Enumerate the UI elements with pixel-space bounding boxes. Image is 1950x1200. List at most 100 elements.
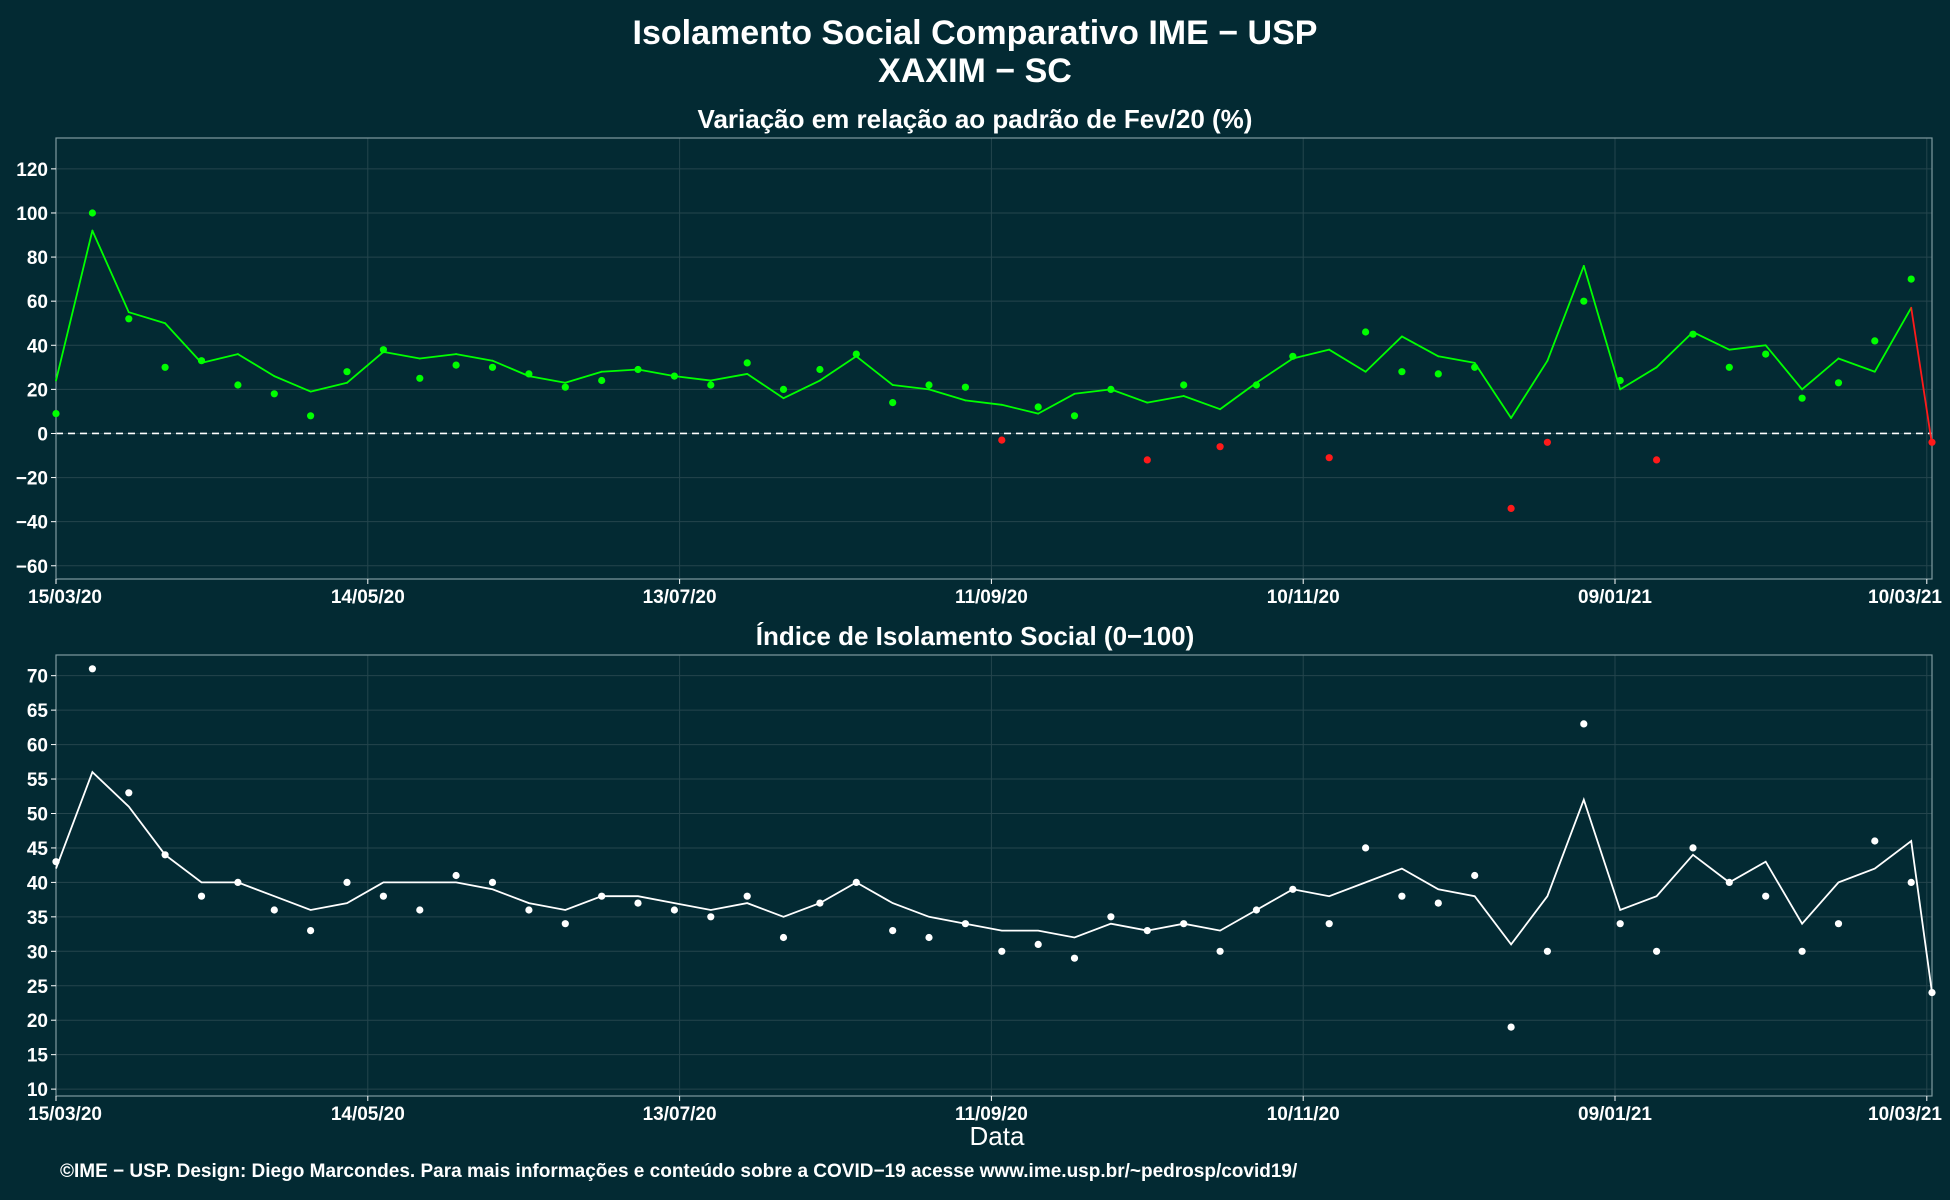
data-point xyxy=(598,892,606,900)
y-tick-label: −40 xyxy=(16,513,48,534)
trend-line-segment xyxy=(1764,344,1803,391)
trend-line-segment xyxy=(455,353,494,362)
trend-line-segment xyxy=(1801,357,1840,391)
data-point xyxy=(52,858,60,866)
data-point xyxy=(779,385,788,393)
y-tick-label: 25 xyxy=(27,977,49,998)
x-tick-label: 13/07/20 xyxy=(643,587,717,608)
data-point xyxy=(1653,456,1661,464)
data-point xyxy=(707,913,715,921)
trend-line-segment xyxy=(418,353,458,360)
data-point xyxy=(525,370,533,378)
y-tick-label: −20 xyxy=(16,469,48,490)
y-tick-label: 30 xyxy=(27,942,48,963)
data-point xyxy=(270,906,278,914)
trend-line-segment xyxy=(236,353,276,378)
trend-line-segment xyxy=(1110,388,1149,404)
data-point xyxy=(1107,913,1115,921)
trend-line-segment xyxy=(600,368,639,373)
y-tick-label: 20 xyxy=(27,380,48,401)
trend-line-segment xyxy=(527,375,567,384)
trend-line-segment xyxy=(709,373,749,382)
data-point xyxy=(1070,954,1079,962)
trend-line-segment xyxy=(564,370,603,384)
data-point xyxy=(379,346,387,354)
data-point xyxy=(1471,363,1479,371)
data-point xyxy=(343,878,351,887)
x-tick-label: 09/01/21 xyxy=(1578,1104,1652,1125)
data-point xyxy=(1471,871,1479,880)
y-tick-label: 40 xyxy=(27,336,48,357)
x-tick-label: 14/05/20 xyxy=(331,587,405,608)
trend-line-segment xyxy=(1364,335,1403,373)
data-point xyxy=(1325,454,1333,462)
trend-line-segment xyxy=(1073,388,1112,395)
data-point xyxy=(1928,989,1936,997)
data-point xyxy=(1398,892,1406,900)
data-point xyxy=(1034,940,1042,949)
trend-line-segment xyxy=(1473,362,1512,419)
data-point xyxy=(452,361,460,369)
y-tick-label: 60 xyxy=(27,292,48,313)
data-point xyxy=(925,381,933,389)
x-tick-label: 10/11/20 xyxy=(1267,1104,1340,1125)
data-point xyxy=(1762,892,1770,900)
trend-line-segment xyxy=(855,355,894,386)
data-point xyxy=(1907,878,1915,887)
data-point xyxy=(1798,947,1806,955)
data-point xyxy=(1689,844,1697,852)
data-point xyxy=(1070,412,1079,420)
y-tick-label: 45 xyxy=(27,839,49,860)
y-tick-label: 100 xyxy=(16,204,48,225)
data-point xyxy=(88,209,96,217)
x-tick-label: 15/03/20 xyxy=(28,1104,102,1125)
data-point xyxy=(488,363,497,371)
data-point xyxy=(1616,376,1624,385)
trend-line-segment xyxy=(819,355,858,382)
y-tick-label: 20 xyxy=(27,1011,48,1032)
data-point xyxy=(1289,885,1297,893)
data-point xyxy=(1216,947,1224,955)
data-point xyxy=(88,665,96,673)
trend-line-segment xyxy=(1328,348,1367,373)
plot-frame xyxy=(55,137,1933,580)
plot-frame xyxy=(55,654,1933,1097)
x-tick-label: 15/03/20 xyxy=(28,587,102,608)
trend-line-segment xyxy=(1837,357,1876,373)
y-tick-label: 40 xyxy=(27,873,48,894)
y-tick-label: 10 xyxy=(27,1080,48,1101)
y-tick-label: 80 xyxy=(27,248,48,269)
trend-line-segment xyxy=(1000,403,1040,415)
data-point xyxy=(998,947,1006,955)
trend-line-segment xyxy=(746,373,785,400)
data-point xyxy=(416,374,424,382)
data-point xyxy=(161,363,169,371)
trend-line-segment xyxy=(673,375,712,382)
trend-line-segment xyxy=(1510,359,1549,419)
data-point xyxy=(1689,330,1697,338)
trend-line-segment xyxy=(91,229,130,314)
data-point xyxy=(1362,844,1370,852)
trend-line-segment xyxy=(382,350,421,360)
trend-line xyxy=(55,770,1933,993)
data-point xyxy=(197,892,206,900)
data-point xyxy=(1798,394,1806,402)
data-point xyxy=(1252,381,1260,389)
data-point xyxy=(125,315,133,323)
trend-line-segment xyxy=(1728,344,1767,351)
data-point xyxy=(52,410,60,418)
data-point xyxy=(561,920,569,928)
trend-line-segment xyxy=(1219,381,1258,411)
data-point xyxy=(234,878,242,887)
y-tick-label: 35 xyxy=(27,908,49,929)
data-point xyxy=(779,933,788,942)
data-point xyxy=(670,372,679,380)
x-axis-label: Data xyxy=(970,1121,1025,1151)
trend-line-segment xyxy=(491,359,530,378)
data-point xyxy=(889,927,897,935)
data-point xyxy=(1834,920,1843,928)
data-point xyxy=(1762,350,1770,358)
data-point xyxy=(852,878,860,887)
data-point xyxy=(1907,275,1915,283)
